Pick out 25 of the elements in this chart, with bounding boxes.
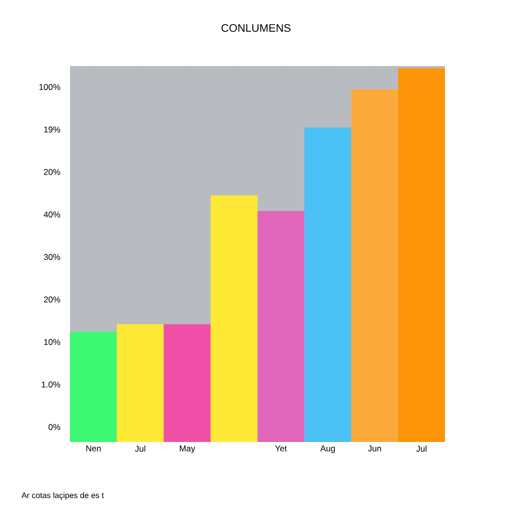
- x-tick-label: May: [180, 446, 196, 454]
- chart-title: CONLUMENS: [222, 24, 290, 32]
- text: 40%: [44, 212, 60, 218]
- text: 100%: [39, 84, 60, 90]
- x-tick-label: Jul: [416, 446, 426, 452]
- x-tick-label: Nen: [86, 446, 101, 452]
- x-tick-label: Jul: [135, 446, 146, 452]
- text: 10%: [44, 339, 60, 345]
- bar: [116, 324, 164, 442]
- bar: [398, 68, 446, 442]
- bar: [304, 128, 352, 442]
- bar: [70, 332, 117, 442]
- x-tick-label: Aug: [320, 446, 335, 454]
- text: 19%: [44, 126, 60, 132]
- text: 30%: [44, 254, 60, 260]
- x-tick-label: Jun: [368, 446, 381, 452]
- text: 20%: [44, 296, 60, 302]
- bar: [210, 195, 258, 442]
- text: 20%: [44, 169, 60, 175]
- x-tick-label: Yet: [275, 446, 287, 452]
- bar: [351, 90, 398, 442]
- bar: [258, 211, 304, 442]
- bar: [164, 324, 211, 442]
- text: 1.0%: [42, 382, 60, 388]
- text: 0%: [48, 424, 60, 430]
